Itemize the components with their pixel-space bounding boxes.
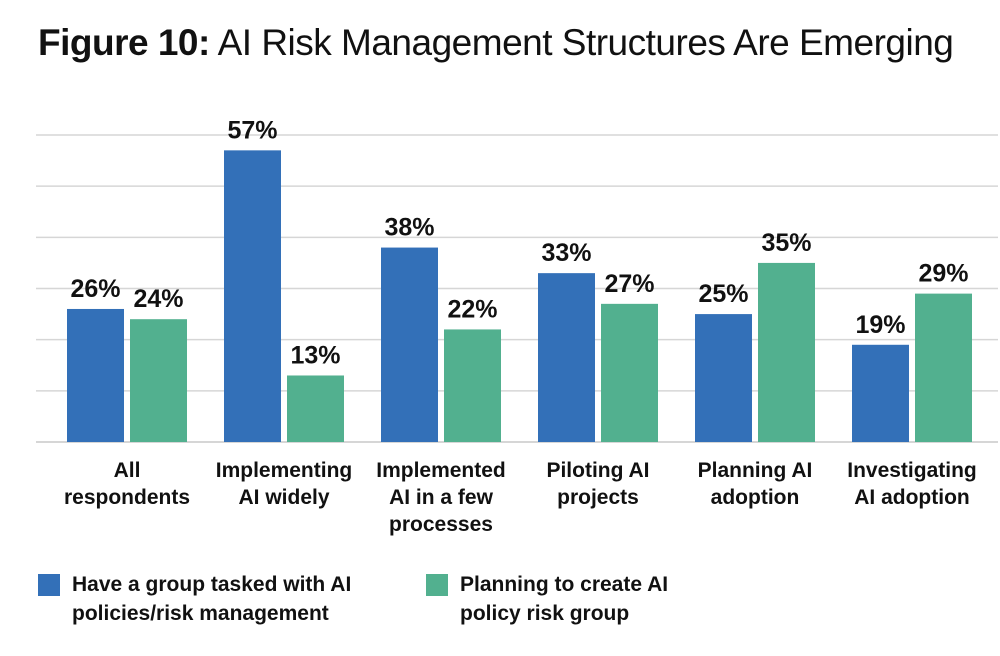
category-label-6: Investigating AI adoption — [847, 459, 977, 509]
bar-series-1-cat-4 — [538, 273, 595, 442]
bar-series-2-cat-4 — [601, 303, 658, 442]
legend-label-series-2-line-2: policy risk group — [460, 602, 630, 625]
data-label-series-1-cat-5: 25% — [698, 280, 748, 308]
data-label-series-2-cat-3: 22% — [447, 295, 497, 323]
category-label-4: Piloting AI projects — [546, 459, 649, 509]
bar-series-2-cat-2 — [287, 375, 344, 442]
bar-series-1-cat-1 — [67, 308, 124, 442]
bar-series-2-cat-3 — [444, 329, 501, 442]
data-label-series-1-cat-6: 19% — [855, 311, 905, 339]
bar-series-1-cat-2 — [224, 150, 281, 442]
figure-title-text: AI Risk Management Structures Are Emergi… — [217, 22, 954, 63]
legend-item-series-1: Have a group tasked with AI policies/ris… — [38, 570, 351, 628]
category-label-5: Planning AI adoption — [698, 459, 813, 509]
legend-label-series-2-line-1: Planning to create AI — [460, 573, 669, 596]
bar-series-2-cat-6 — [915, 293, 972, 442]
data-label-series-2-cat-6: 29% — [918, 260, 968, 288]
legend-swatch-series-1 — [38, 574, 60, 596]
bar-series-1-cat-6 — [852, 344, 909, 442]
bar-chart: 26% 24% 57% 13% 38% 22% 33% 27% 25% 35% 19% 29% All… — [36, 116, 998, 536]
legend-item-series-2: Planning to create AI policy risk group — [426, 570, 668, 628]
data-label-series-1-cat-2: 57% — [227, 116, 277, 144]
data-label-series-1-cat-3: 38% — [384, 214, 434, 242]
data-label-series-1-cat-4: 33% — [541, 239, 591, 267]
legend-label-series-1-line-2: policies/risk management — [72, 602, 329, 625]
figure-number: Figure 10: — [38, 22, 210, 63]
data-label-series-2-cat-5: 35% — [761, 229, 811, 257]
category-label-3: Implemented AI in a few processes — [376, 459, 506, 536]
data-label-series-2-cat-2: 13% — [290, 341, 340, 369]
category-label-2: Implementing AI widely — [216, 459, 353, 509]
data-label-series-2-cat-4: 27% — [604, 270, 654, 298]
legend-label-series-1-line-1: Have a group tasked with AI — [72, 573, 352, 596]
bar-series-2-cat-1 — [130, 319, 187, 442]
data-label-series-2-cat-1: 24% — [133, 285, 183, 313]
data-label-series-1-cat-1: 26% — [70, 275, 120, 303]
chart-title: Figure 10: AI Risk Management Structures… — [38, 22, 954, 64]
bar-series-2-cat-5 — [758, 262, 815, 442]
bar-series-1-cat-5 — [695, 314, 752, 442]
category-label-1: All respondents — [64, 459, 190, 509]
bar-series-1-cat-3 — [381, 247, 438, 442]
legend-swatch-series-2 — [426, 574, 448, 596]
